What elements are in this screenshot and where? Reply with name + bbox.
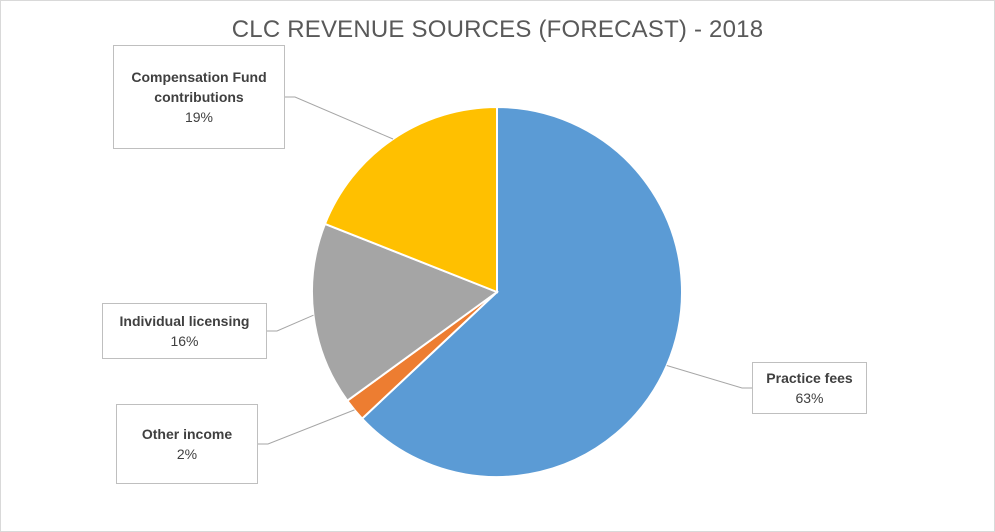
pie-slice-practice-fees (360, 105, 683, 478)
leader-line (666, 365, 752, 389)
leader-line (285, 96, 394, 140)
pie-slice-individual-licensing (311, 222, 500, 403)
data-label-value: 63% (795, 390, 824, 406)
data-label-compensation-fund: Compensation Fund contributions 19% (113, 45, 285, 149)
pie-slice-compensation-fund-contributions (323, 105, 498, 294)
data-label-name: Other income (141, 426, 233, 442)
leader-line (267, 314, 314, 332)
chart-title: CLC REVENUE SOURCES (FORECAST) - 2018 (231, 16, 764, 43)
data-label-name: Compensation Fund contributions (131, 69, 267, 105)
data-label-practice-fees: Practice fees 63% (752, 362, 867, 414)
data-label-other-income: Other income 2% (116, 404, 258, 484)
data-label-name: Practice fees (766, 370, 853, 386)
data-label-value: 19% (184, 109, 214, 125)
leader-line (258, 409, 355, 445)
data-label-value: 16% (170, 333, 199, 349)
data-label-name: Individual licensing (119, 313, 250, 329)
data-label-individual-licensing: Individual licensing 16% (102, 303, 267, 359)
data-label-value: 2% (176, 446, 198, 462)
